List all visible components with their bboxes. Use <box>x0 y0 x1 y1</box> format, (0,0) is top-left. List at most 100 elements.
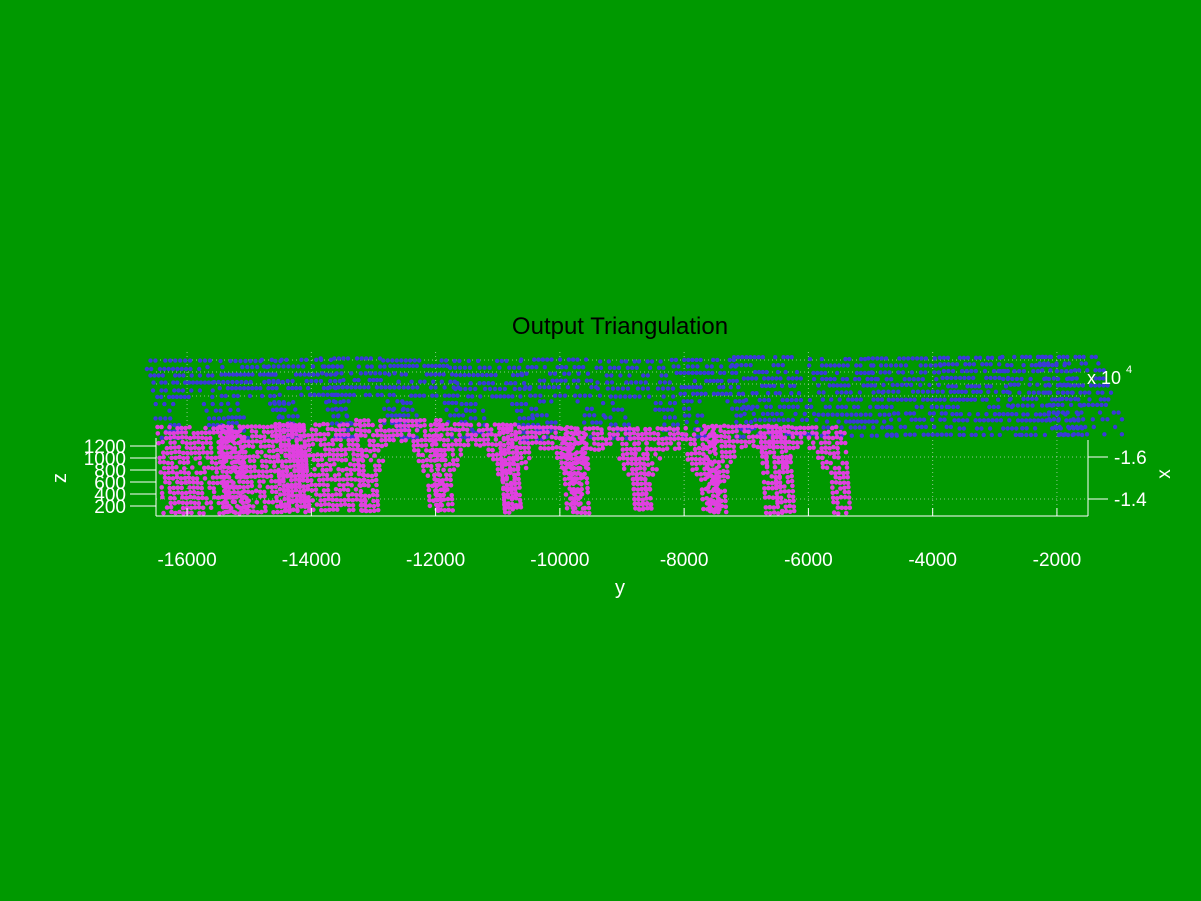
near-point <box>187 489 193 495</box>
far-point-cloud <box>144 354 1125 442</box>
near-point <box>584 480 590 486</box>
far-point <box>989 355 995 360</box>
far-point <box>243 358 248 364</box>
near-point <box>720 458 725 464</box>
near-point <box>291 452 296 458</box>
far-point <box>866 356 871 361</box>
far-point <box>272 372 277 377</box>
near-point <box>439 433 444 438</box>
near-point <box>259 509 264 515</box>
near-point <box>248 469 254 474</box>
near-point <box>723 498 728 504</box>
near-point <box>299 448 304 453</box>
near-point <box>286 491 291 497</box>
near-point <box>229 424 234 430</box>
near-point <box>286 496 292 502</box>
near-point <box>600 442 605 447</box>
near-point <box>426 483 431 489</box>
near-point <box>311 507 316 513</box>
far-point <box>1007 390 1012 395</box>
near-point <box>181 460 187 466</box>
far-point <box>824 363 829 368</box>
near-point <box>607 431 612 437</box>
far-point <box>903 363 909 368</box>
far-point <box>741 434 746 439</box>
near-point <box>370 422 375 428</box>
near-point <box>576 496 581 502</box>
near-point <box>441 467 446 473</box>
near-point <box>709 469 714 474</box>
near-point <box>362 482 367 488</box>
far-point <box>1105 383 1110 388</box>
near-point <box>216 495 221 501</box>
far-point <box>944 432 949 437</box>
near-point <box>184 505 190 511</box>
near-point <box>179 435 185 440</box>
near-point <box>237 479 242 484</box>
far-point <box>634 365 639 370</box>
far-point <box>609 380 615 385</box>
far-point <box>928 363 933 368</box>
far-point <box>167 408 172 413</box>
near-point <box>284 472 290 478</box>
near-point <box>779 499 784 505</box>
near-point <box>508 425 514 430</box>
near-point <box>172 445 178 450</box>
near-point <box>171 434 177 440</box>
near-point <box>350 438 355 443</box>
near-point <box>465 438 471 443</box>
near-point <box>203 425 208 431</box>
far-point <box>517 416 522 421</box>
near-point <box>778 495 784 501</box>
near-point <box>232 464 237 470</box>
near-point <box>287 452 292 458</box>
near-point <box>647 482 652 487</box>
far-point <box>788 383 793 389</box>
near-point <box>219 459 225 465</box>
far-point <box>519 401 524 407</box>
near-point <box>615 426 620 431</box>
near-point <box>831 499 836 505</box>
near-point <box>345 481 350 487</box>
far-point <box>235 401 240 406</box>
near-point <box>739 444 744 450</box>
near-point <box>559 436 565 442</box>
far-point <box>811 370 816 376</box>
near-point <box>783 508 789 514</box>
near-point <box>305 487 311 492</box>
near-point <box>833 424 839 430</box>
near-point <box>222 499 228 504</box>
far-point <box>150 388 156 393</box>
far-point <box>243 379 249 385</box>
far-point <box>896 370 901 375</box>
near-point <box>277 486 283 492</box>
near-point <box>376 448 381 453</box>
near-point <box>641 462 647 467</box>
far-point <box>245 435 251 441</box>
near-point <box>815 449 821 455</box>
near-point <box>258 439 264 445</box>
far-point <box>694 419 699 425</box>
near-point <box>680 436 685 442</box>
near-point <box>305 433 311 438</box>
near-point <box>436 478 441 483</box>
near-point <box>245 489 251 495</box>
far-point <box>838 383 844 388</box>
near-point <box>820 461 825 466</box>
near-point <box>603 437 609 443</box>
near-point <box>230 433 235 439</box>
near-point <box>484 427 490 432</box>
near-point <box>711 498 716 504</box>
near-point <box>791 504 797 510</box>
far-point <box>473 386 478 392</box>
far-point <box>609 373 614 378</box>
far-point <box>776 417 781 423</box>
near-point <box>634 471 640 477</box>
far-point <box>328 378 333 384</box>
near-point <box>161 460 167 465</box>
far-point <box>180 388 185 393</box>
near-point <box>562 477 568 482</box>
far-point <box>746 404 751 409</box>
far-point <box>566 357 571 362</box>
